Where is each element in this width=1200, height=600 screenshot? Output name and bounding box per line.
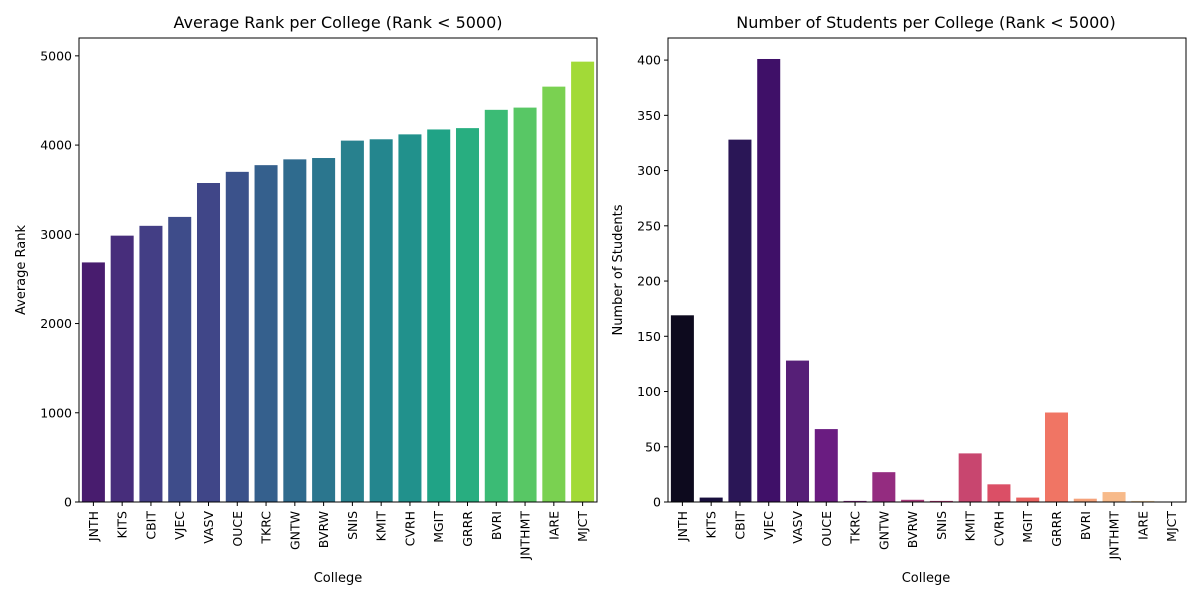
x-tick-label: JNTH — [86, 511, 101, 542]
y-tick-label: 300 — [637, 163, 661, 178]
y-axis-label: Average Rank — [14, 225, 29, 315]
y-tick-label: 3000 — [40, 227, 72, 242]
y-tick-label: 5000 — [40, 48, 72, 63]
x-tick-label: MGIT — [1020, 511, 1035, 543]
bar-mjct — [571, 61, 595, 503]
bar-bvrw — [901, 499, 925, 502]
bar-tkrc — [254, 165, 278, 502]
x-tick-label: GRRR — [1049, 511, 1064, 547]
bar-iare — [542, 86, 566, 502]
y-tick-label: 2000 — [40, 316, 72, 331]
bar-jnthmt — [1102, 492, 1126, 502]
x-tick-label: TKRC — [259, 511, 274, 545]
y-tick-label: 200 — [637, 274, 661, 289]
x-tick-label: BVRW — [905, 511, 920, 548]
x-tick-label: IARE — [546, 511, 561, 540]
bar-cvrh — [987, 484, 1011, 502]
x-tick-label: JNTHMT — [518, 511, 533, 561]
x-tick-label: CVRH — [402, 511, 417, 546]
bar-vasv — [196, 183, 221, 502]
bar-snis — [929, 500, 953, 502]
bar-jnthmt — [513, 107, 537, 502]
bar-jnth — [81, 262, 105, 502]
bar-cbit — [728, 139, 752, 502]
x-tick-label: SNIS — [345, 511, 360, 540]
y-tick-label: 350 — [637, 108, 661, 123]
bar-vjec — [168, 216, 192, 502]
bar-cbit — [139, 225, 163, 502]
y-tick-label: 400 — [637, 53, 661, 68]
x-tick-label: KITS — [115, 511, 130, 539]
y-axis-label: Number of Students — [611, 204, 626, 335]
y-tick-label: 0 — [64, 495, 72, 510]
plot-frame — [667, 37, 1187, 503]
average-rank-chart: Average Rank per College (Rank < 5000) A… — [14, 13, 598, 586]
bar-grrr — [455, 128, 480, 502]
bar-kmit — [369, 139, 393, 502]
bar-jnth — [670, 315, 694, 502]
bar-vasv — [785, 360, 810, 502]
x-tick-label: BVRW — [316, 511, 331, 548]
bar-vjec — [757, 58, 781, 503]
x-tick-label: MGIT — [431, 511, 446, 543]
y-tick-label: 50 — [645, 439, 661, 454]
x-tick-label: JNTH — [675, 511, 690, 542]
bar-bvri — [484, 109, 508, 502]
bar-mgit — [427, 129, 451, 502]
chart-title: Number of Students per College (Rank < 5… — [736, 13, 1115, 32]
bar-ouce — [814, 429, 838, 502]
x-tick-label: KITS — [704, 511, 719, 539]
bar-ouce — [225, 171, 249, 502]
x-tick-label: SNIS — [934, 511, 949, 540]
bar-cvrh — [398, 134, 422, 502]
bar-kits — [699, 497, 723, 502]
student-count-chart: Number of Students per College (Rank < 5… — [611, 13, 1187, 586]
x-tick-label: GNTW — [287, 511, 302, 550]
x-tick-label: CBIT — [732, 511, 747, 540]
x-tick-label: TKRC — [848, 511, 863, 545]
x-tick-label: IARE — [1135, 511, 1150, 540]
bar-gntw — [872, 472, 896, 502]
x-tick-label: KMIT — [374, 511, 389, 542]
bar-grrr — [1044, 412, 1069, 502]
bar-iare — [1131, 500, 1155, 502]
bar-mgit — [1016, 497, 1040, 502]
bar-bvrw — [312, 158, 336, 502]
x-tick-label: OUCE — [819, 511, 834, 547]
plot-frame — [78, 37, 598, 503]
x-tick-label: CBIT — [143, 511, 158, 540]
x-tick-label: VASV — [790, 511, 805, 544]
x-tick-label: VJEC — [172, 511, 187, 540]
bar-tkrc — [843, 500, 867, 502]
x-tick-label: GRRR — [460, 511, 475, 547]
y-tick-label: 150 — [637, 329, 661, 344]
bar-gntw — [283, 159, 307, 502]
y-tick-label: 100 — [637, 384, 661, 399]
y-tick-label: 1000 — [40, 405, 72, 420]
x-tick-label: VJEC — [761, 511, 776, 540]
x-axis-label: College — [902, 571, 951, 586]
y-tick-label: 4000 — [40, 138, 72, 153]
bar-kits — [110, 235, 134, 502]
x-tick-label: GNTW — [876, 511, 891, 550]
chart-title: Average Rank per College (Rank < 5000) — [173, 13, 502, 32]
bar-bvri — [1073, 498, 1097, 502]
bar-snis — [340, 140, 364, 502]
x-tick-label: VASV — [201, 511, 216, 544]
x-tick-label: BVRI — [1078, 511, 1093, 540]
y-tick-label: 0 — [653, 495, 661, 510]
x-tick-label: JNTHMT — [1107, 511, 1122, 561]
x-tick-label: MJCT — [1164, 511, 1179, 542]
x-axis-label: College — [314, 571, 363, 586]
bar-kmit — [958, 453, 982, 502]
x-tick-label: MJCT — [575, 511, 590, 542]
x-tick-label: BVRI — [489, 511, 504, 540]
y-tick-label: 250 — [637, 218, 661, 233]
x-tick-label: KMIT — [963, 511, 978, 542]
x-tick-label: CVRH — [991, 511, 1006, 546]
x-tick-label: OUCE — [230, 511, 245, 547]
